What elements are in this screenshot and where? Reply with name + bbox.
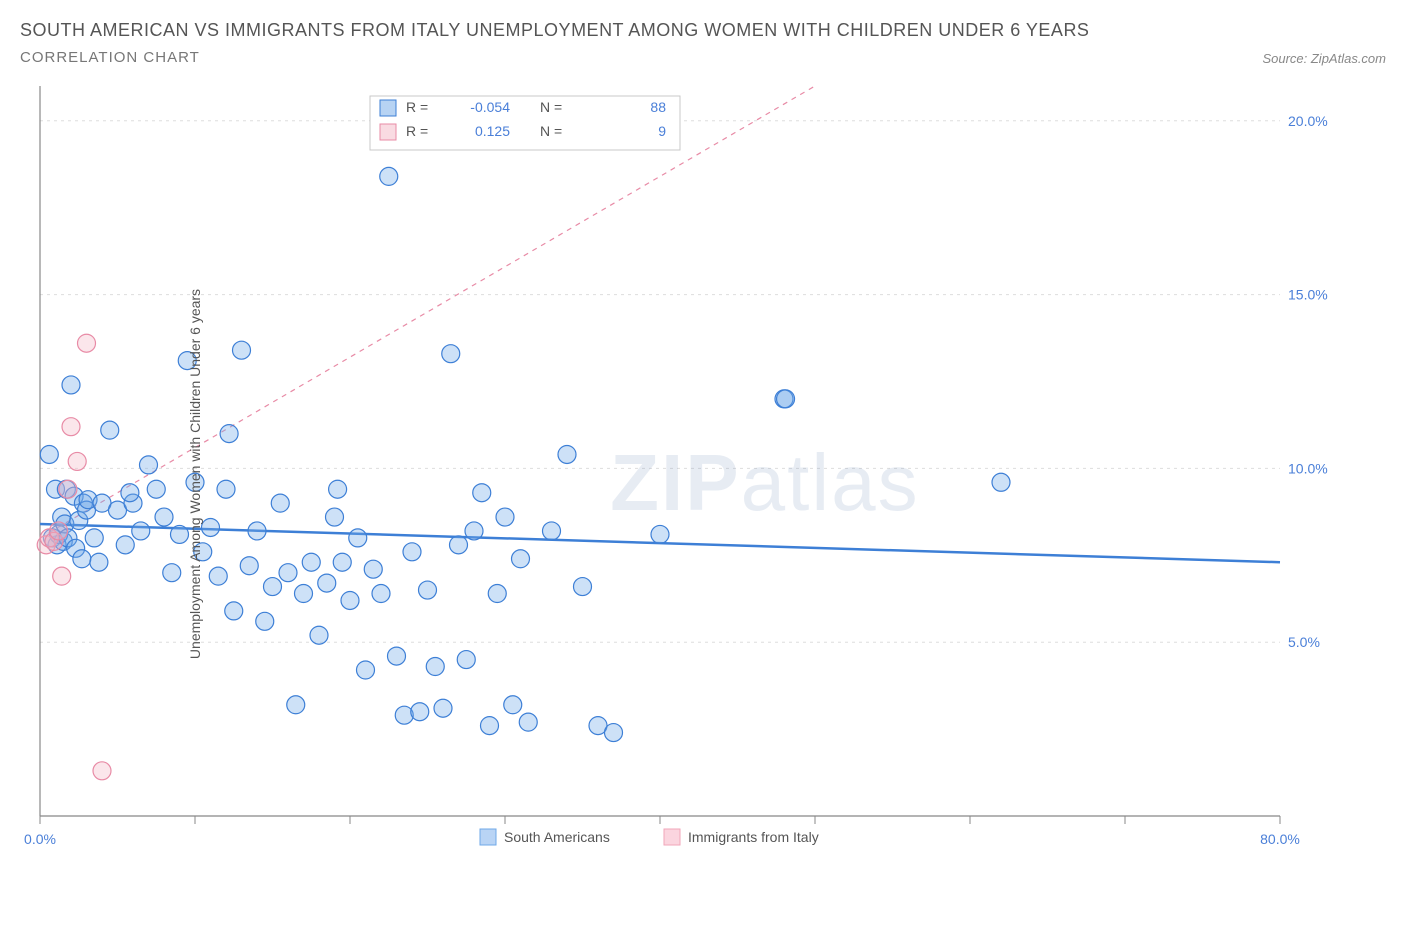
data-point [333,553,351,571]
data-point [512,550,530,568]
data-point [496,508,514,526]
y-axis-label: Unemployment Among Women with Children U… [187,288,203,658]
data-point [140,456,158,474]
data-point [295,585,313,603]
data-point [341,591,359,609]
corr-n-value: 9 [658,123,666,139]
corr-n-value: 88 [650,99,666,115]
data-point [442,345,460,363]
legend-label: South Americans [504,829,610,845]
legend-swatch [380,124,396,140]
data-point [434,699,452,717]
data-point [53,567,71,585]
scatter-chart: 5.0% 10.0% 15.0% 20.0% 0.0% 80.0% R = -0.054 N =… [20,76,1340,866]
data-point [426,658,444,676]
data-point [209,567,227,585]
data-point [121,484,139,502]
data-point [217,480,235,498]
data-point [450,536,468,554]
corr-n-label: N = [540,123,562,139]
chart-area: Unemployment Among Women with Children U… [20,76,1386,871]
corr-r-label: R = [406,123,428,139]
data-point [59,480,77,498]
data-point [302,553,320,571]
y-tick-label: 10.0% [1288,460,1328,476]
data-point [248,522,266,540]
x-tick-label: 80.0% [1260,831,1300,847]
data-point [101,421,119,439]
data-point [519,713,537,731]
data-point [473,484,491,502]
data-point [651,525,669,543]
data-point [62,376,80,394]
data-point [93,762,111,780]
data-point [504,696,522,714]
data-point [318,574,336,592]
data-point [357,661,375,679]
data-point [240,557,258,575]
data-point [488,585,506,603]
data-point [310,626,328,644]
data-point [90,553,108,571]
data-point [364,560,382,578]
data-point [992,473,1010,491]
data-point [481,717,499,735]
data-point [264,578,282,596]
corr-n-label: N = [540,99,562,115]
data-point [329,480,347,498]
data-point [395,706,413,724]
data-point [279,564,297,582]
data-point [403,543,421,561]
data-point [85,529,103,547]
data-point [225,602,243,620]
data-point [220,425,238,443]
data-point [457,651,475,669]
data-point [372,585,390,603]
data-point [543,522,561,540]
source-label: Source: ZipAtlas.com [1262,51,1386,66]
data-point [605,724,623,742]
data-point [78,334,96,352]
data-point [116,536,134,554]
data-point [147,480,165,498]
y-tick-label: 15.0% [1288,287,1328,303]
data-point [558,445,576,463]
data-point [326,508,344,526]
data-point [202,518,220,536]
legend-swatch [664,829,680,845]
chart-subtitle: CORRELATION CHART [20,49,1089,66]
data-point [411,703,429,721]
data-point [388,647,406,665]
y-tick-label: 5.0% [1288,634,1320,650]
data-point [574,578,592,596]
x-tick-label: 0.0% [24,831,56,847]
data-point [287,696,305,714]
corr-r-label: R = [406,99,428,115]
data-point [163,564,181,582]
chart-title: SOUTH AMERICAN VS IMMIGRANTS FROM ITALY … [20,20,1089,41]
data-point [171,525,189,543]
data-point [50,522,68,540]
data-point [233,341,251,359]
data-point [777,390,795,408]
data-point [419,581,437,599]
data-point [349,529,367,547]
data-point [132,522,150,540]
data-point [271,494,289,512]
data-point [465,522,483,540]
data-point [62,418,80,436]
y-tick-label: 20.0% [1288,113,1328,129]
legend-swatch [380,100,396,116]
data-point [68,452,86,470]
data-point [40,445,58,463]
corr-r-value: -0.054 [470,99,510,115]
data-point [380,167,398,185]
data-point [155,508,173,526]
legend-label: Immigrants from Italy [688,829,819,845]
corr-r-value: 0.125 [475,123,510,139]
data-point [256,612,274,630]
data-point [73,550,91,568]
legend-swatch [480,829,496,845]
